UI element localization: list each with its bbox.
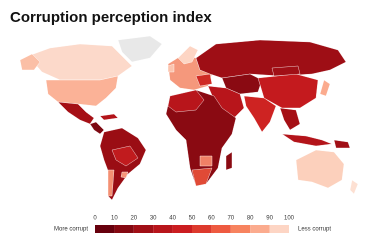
legend-tick-label: 30: [150, 216, 157, 222]
canada: [27, 43, 133, 81]
legend-swatch: [211, 225, 231, 233]
legend-swatch: [153, 225, 173, 233]
legend-high-label: Less corrupt: [298, 227, 331, 233]
russia: [195, 39, 347, 79]
scandinavia: [177, 45, 199, 65]
central-america: [89, 121, 105, 135]
southeast-asia: [279, 107, 301, 131]
uruguay: [120, 171, 129, 179]
alaska: [19, 53, 41, 71]
chile: [107, 169, 115, 197]
caribbean: [99, 113, 119, 121]
legend-tick-label: 0: [93, 216, 97, 222]
usa: [45, 75, 119, 107]
legend-swatch: [250, 225, 270, 233]
china: [257, 73, 319, 109]
legend-tick-label: 20: [130, 216, 137, 222]
legend-tick-label: 50: [189, 216, 196, 222]
legend-swatch: [230, 225, 251, 233]
legend-tick-label: 40: [169, 216, 176, 222]
mexico: [57, 101, 95, 125]
legend-swatch: [192, 225, 212, 233]
mongolia: [271, 65, 301, 77]
legend-tick-label: 60: [208, 216, 215, 222]
legend-tick-label: 80: [247, 216, 254, 222]
legend-swatch: [269, 225, 289, 233]
botswana: [199, 155, 213, 167]
eastern-europe: [195, 73, 213, 87]
legend-swatch: [172, 225, 192, 233]
north-africa: [167, 89, 205, 113]
legend-swatch: [95, 225, 115, 233]
legend-tick-label: 100: [284, 216, 295, 222]
brazil: [111, 145, 139, 167]
new-zealand: [349, 179, 359, 195]
world-map: [19, 35, 359, 201]
legend-swatch: [114, 225, 134, 233]
africa: [165, 89, 237, 187]
png: [333, 139, 351, 149]
south-africa: [191, 167, 213, 187]
legend: More corrupt Less corrupt 0 10 20 30 40 50 60 7…: [54, 216, 331, 233]
legend-swatch: [133, 225, 154, 233]
madagascar: [225, 151, 233, 171]
legend-tick-label: 90: [266, 216, 273, 222]
title: Corruption perception index: [10, 9, 212, 26]
japan: [319, 79, 331, 97]
indonesia: [281, 133, 333, 147]
legend-tick-label: 10: [111, 216, 118, 222]
legend-low-label: More corrupt: [54, 227, 88, 233]
greenland: [117, 35, 163, 63]
legend-tick-label: 70: [227, 216, 234, 222]
uk: [167, 63, 175, 73]
australia: [295, 149, 345, 189]
india: [243, 95, 277, 133]
